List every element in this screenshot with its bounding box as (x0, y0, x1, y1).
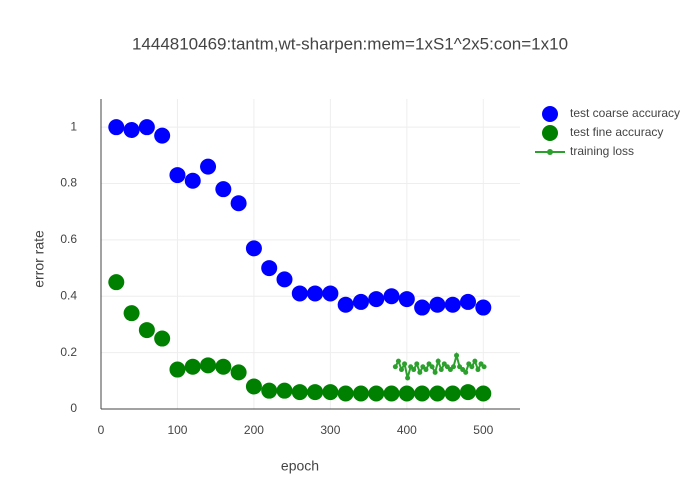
point (438, 367, 444, 373)
point (184, 172, 201, 189)
legend-label: training loss (570, 144, 634, 158)
y-tick-label: 0.2 (60, 345, 77, 359)
point (429, 385, 446, 402)
point (460, 384, 477, 401)
point (276, 271, 293, 288)
point (123, 305, 140, 322)
point (230, 364, 247, 381)
legend-label: test coarse accuracy (570, 106, 680, 120)
point (123, 122, 140, 138)
point (402, 361, 408, 367)
point (138, 119, 155, 136)
y-axis-title: error rate (31, 230, 47, 288)
point (307, 285, 324, 302)
point (392, 364, 398, 370)
point (291, 384, 308, 401)
point (261, 260, 278, 277)
point (398, 385, 415, 402)
x-axis-title: epoch (281, 458, 319, 474)
point (383, 288, 400, 305)
point (154, 330, 171, 347)
point (444, 385, 461, 402)
legend-label: test fine accuracy (570, 125, 663, 139)
x-tick-label: 300 (320, 423, 340, 437)
point (395, 358, 401, 364)
point (405, 375, 411, 381)
y-tick-label: 0.4 (60, 288, 77, 302)
point (337, 296, 354, 313)
point (368, 291, 385, 308)
point (261, 382, 278, 399)
x-tick-label: 0 (98, 423, 105, 437)
point (154, 127, 171, 144)
point (230, 195, 247, 212)
y-tick-label: 0.8 (60, 176, 77, 190)
point (423, 367, 429, 373)
point (169, 361, 186, 378)
point (398, 291, 415, 308)
point (411, 367, 417, 373)
point (245, 378, 262, 395)
point (291, 285, 308, 302)
point (481, 364, 487, 370)
point (245, 240, 262, 257)
point (414, 299, 431, 316)
point (469, 364, 475, 370)
point (307, 384, 324, 401)
point (108, 119, 125, 136)
point (454, 352, 460, 358)
point (200, 357, 217, 374)
point (475, 367, 481, 373)
point (475, 299, 492, 316)
legend-marker (542, 125, 558, 141)
point (460, 293, 477, 310)
point (322, 285, 339, 302)
point (472, 358, 478, 364)
point (215, 358, 232, 375)
x-tick-label: 100 (167, 423, 187, 437)
point (429, 296, 446, 313)
point (200, 158, 217, 175)
legend-item: test fine accuracy (542, 125, 663, 141)
point (215, 181, 232, 198)
point (475, 385, 492, 402)
point (276, 382, 293, 399)
point (337, 385, 354, 402)
point (429, 364, 435, 370)
point (450, 364, 456, 370)
legend-item: training loss (535, 144, 634, 158)
legend-marker (547, 149, 553, 155)
x-tick-label: 500 (473, 423, 493, 437)
point (444, 296, 461, 313)
point (432, 369, 438, 375)
point (398, 367, 404, 373)
point (463, 369, 469, 375)
point (108, 274, 125, 291)
point (352, 385, 369, 402)
point (383, 385, 400, 402)
x-tick-label: 400 (397, 423, 417, 437)
y-tick-label: 0.6 (60, 232, 77, 246)
point (322, 384, 339, 401)
point (169, 167, 186, 184)
point (368, 385, 385, 402)
y-tick-label: 0 (70, 401, 77, 415)
point (138, 322, 155, 339)
point (417, 369, 423, 375)
chart-title: 1444810469:tantm,wt-sharpen:mem=1xS1^2x5… (132, 34, 568, 53)
point (414, 385, 431, 402)
y-tick-label: 1 (70, 119, 77, 133)
x-tick-label: 200 (244, 423, 264, 437)
point (352, 293, 369, 310)
legend-item: test coarse accuracy (542, 106, 680, 122)
point (184, 358, 201, 375)
point (435, 358, 441, 364)
point (414, 361, 420, 367)
legend-marker (542, 106, 558, 122)
